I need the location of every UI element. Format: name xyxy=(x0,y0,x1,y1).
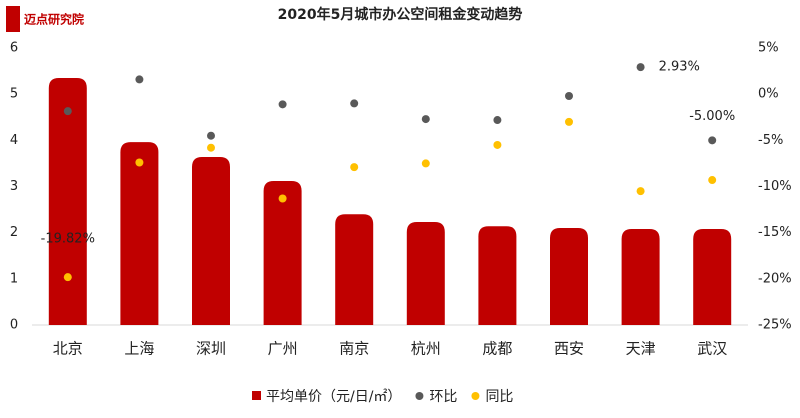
x-tick-label: 西安 xyxy=(554,340,584,358)
point xyxy=(278,100,287,109)
legend-label: 环比 xyxy=(429,389,457,405)
bar xyxy=(406,222,445,325)
bar xyxy=(693,228,732,325)
value-label: -19.82% xyxy=(41,232,95,247)
x-tick-label: 天津 xyxy=(626,340,656,358)
y-tick-label: 6 xyxy=(10,41,18,56)
y2-tick-label: -10% xyxy=(758,179,792,194)
legend-swatch xyxy=(471,392,480,400)
point xyxy=(63,273,72,282)
legend-label: 同比 xyxy=(485,389,513,405)
bar xyxy=(335,214,374,325)
logo-icon xyxy=(6,6,20,32)
point xyxy=(493,140,502,149)
point xyxy=(565,117,573,126)
point xyxy=(135,75,144,84)
y2-tick-label: -15% xyxy=(758,225,792,240)
legend-swatch xyxy=(252,391,261,400)
legend-swatch xyxy=(415,392,424,400)
bar xyxy=(621,228,660,325)
y-tick-label: 5 xyxy=(10,87,18,102)
point xyxy=(278,194,287,203)
y-tick-label: 1 xyxy=(10,271,18,286)
point xyxy=(421,159,430,168)
x-tick-label: 南京 xyxy=(339,340,369,358)
point xyxy=(421,115,430,124)
bar xyxy=(263,180,302,325)
x-tick-label: 深圳 xyxy=(196,340,226,358)
y-tick-label: 2 xyxy=(10,225,18,240)
y2-tick-label: -20% xyxy=(758,271,792,286)
x-tick-label: 上海 xyxy=(124,340,154,358)
point xyxy=(493,116,502,125)
y-tick-label: 0 xyxy=(10,318,18,333)
point xyxy=(207,143,215,152)
bar xyxy=(550,228,588,325)
y2-tick-label: -5% xyxy=(758,133,783,148)
x-tick-label: 武汉 xyxy=(697,340,727,358)
x-tick-label: 北京 xyxy=(53,340,83,358)
point xyxy=(565,92,573,101)
y-tick-label: 3 xyxy=(10,179,18,194)
point xyxy=(636,187,645,196)
x-tick-label: 广州 xyxy=(268,340,298,358)
bar xyxy=(120,142,159,325)
bar xyxy=(192,156,230,325)
value-label: 2.93% xyxy=(659,60,700,75)
y2-tick-label: 0% xyxy=(758,87,779,102)
point xyxy=(350,99,359,108)
point xyxy=(708,136,717,145)
point xyxy=(207,131,215,140)
y-tick-label: 4 xyxy=(10,133,18,148)
y2-tick-label: 5% xyxy=(758,41,779,56)
bar xyxy=(48,78,87,325)
point xyxy=(63,107,72,116)
y2-tick-label: -25% xyxy=(758,318,792,333)
value-label: -5.00% xyxy=(689,109,735,124)
logo-text: 迈点研究院 xyxy=(24,12,84,27)
point xyxy=(135,158,144,167)
point xyxy=(350,163,359,172)
x-tick-label: 成都 xyxy=(482,340,512,358)
bar xyxy=(478,226,517,325)
chart-title: 2020年5月城市办公空间租金变动趋势 xyxy=(278,6,523,23)
legend-label: 平均单价（元/日/㎡） xyxy=(266,389,401,405)
point xyxy=(636,63,645,72)
point xyxy=(708,176,717,185)
x-tick-label: 杭州 xyxy=(411,340,441,358)
